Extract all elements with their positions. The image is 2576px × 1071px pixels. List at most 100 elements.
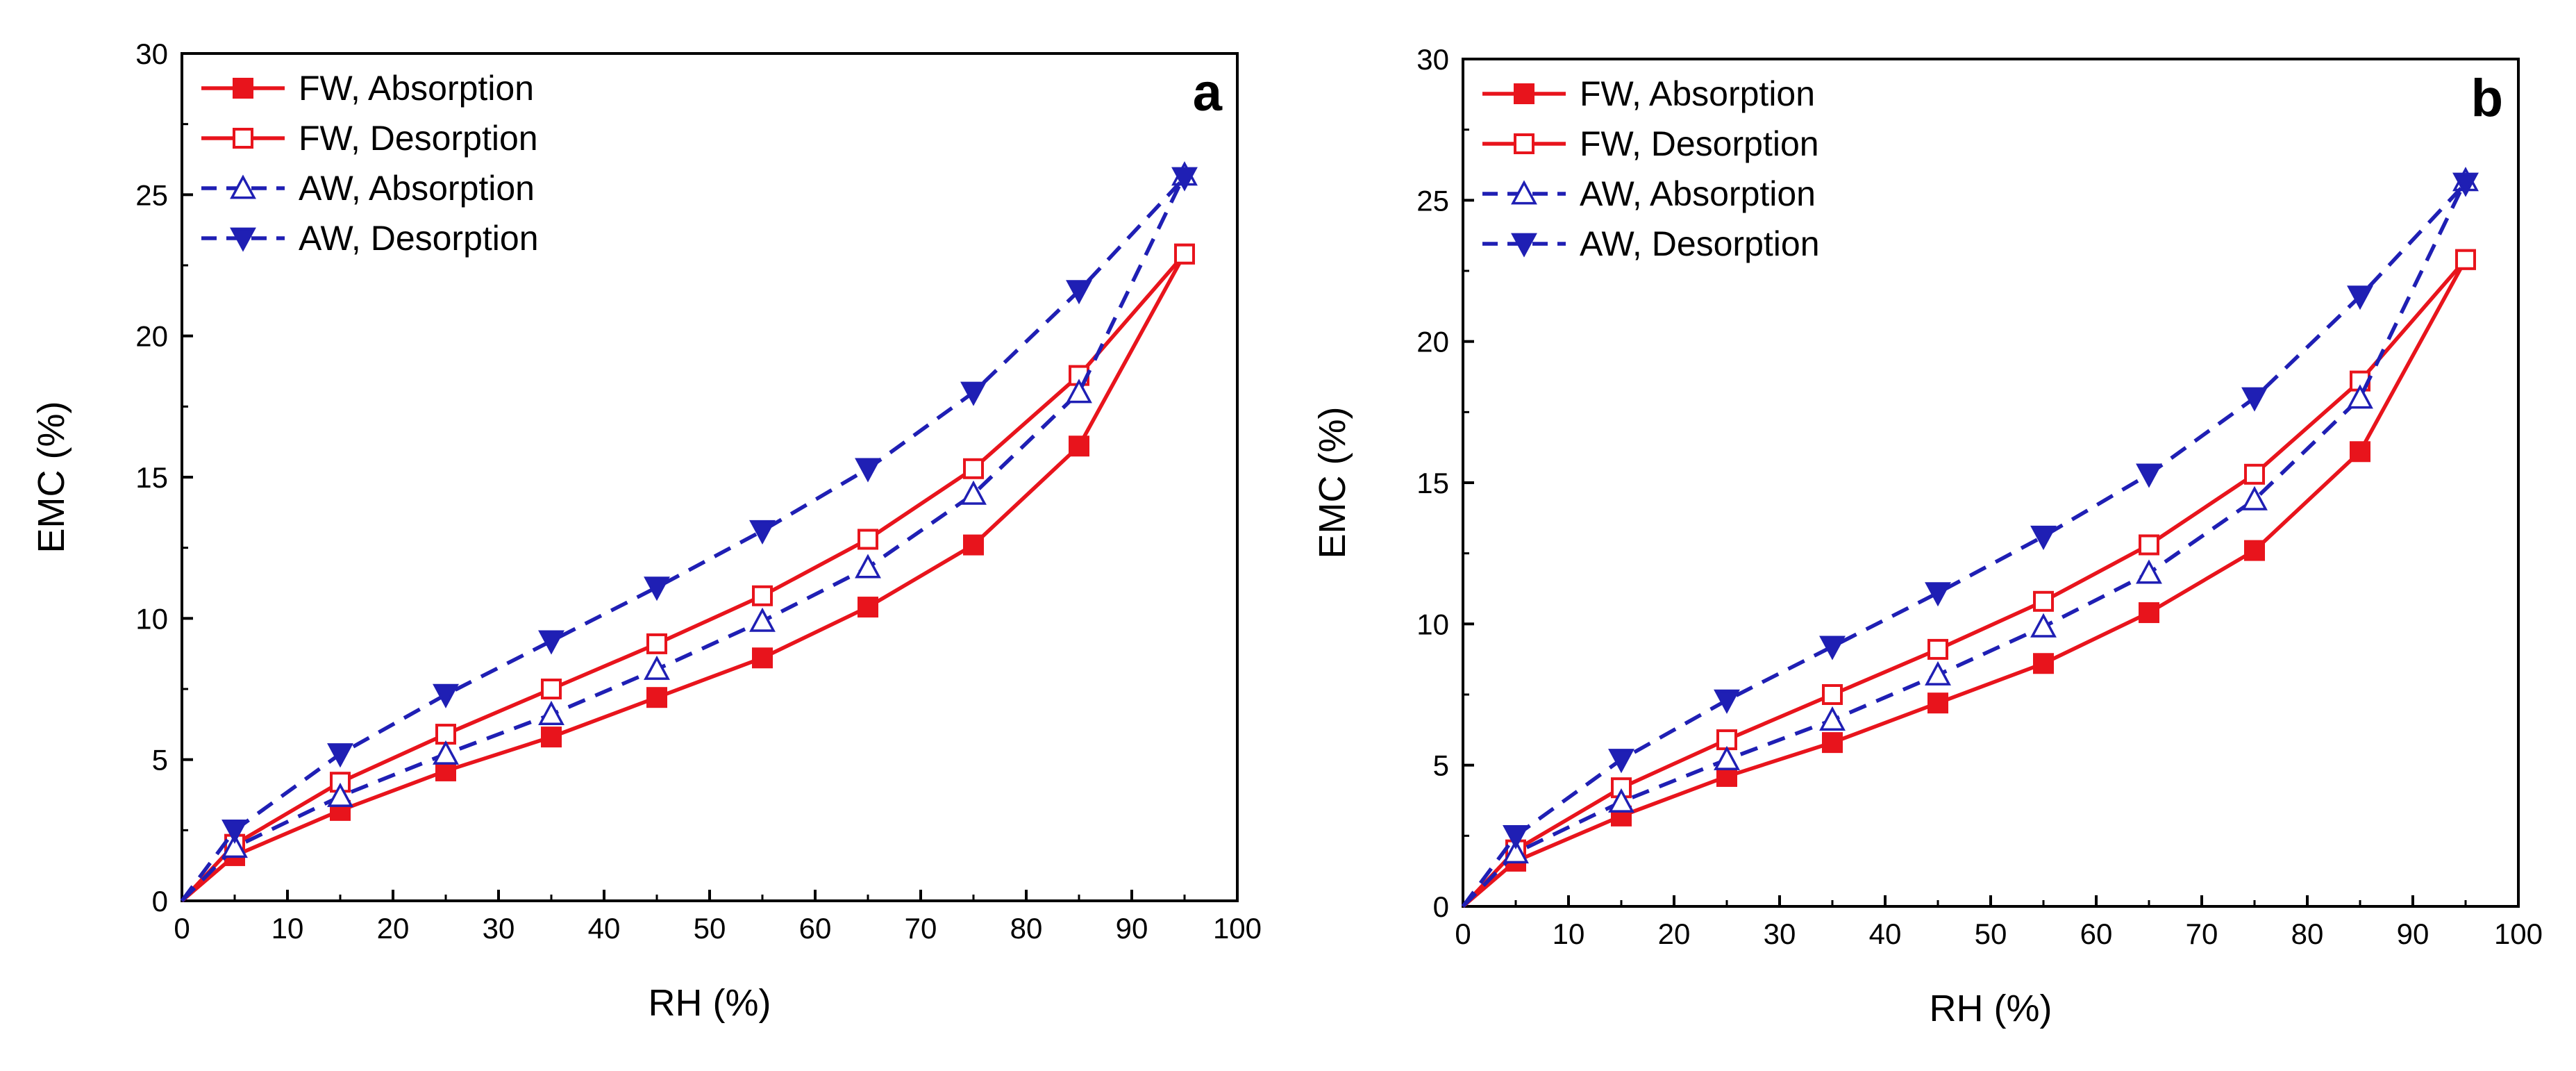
data-point [538,700,564,725]
data-point [327,782,353,807]
y-tick-label: 0 [1433,890,1449,923]
legend-label: AW, Absorption [299,169,535,208]
y-axis-title: EMC (%) [31,401,72,554]
data-point [435,760,456,781]
y-tick-label: 25 [135,178,168,211]
legend-label: AW, Desorption [299,219,539,258]
data-point [1927,692,1948,714]
y-tick-label: 10 [135,602,168,635]
legend-swatch-marker [233,78,253,99]
data-point [1819,706,1846,731]
data-point [646,687,667,708]
data-point [858,597,878,618]
data-point [433,683,459,708]
legend: FW, Absorption FW, Desorption AW, Absorpti… [201,69,539,258]
y-axis: 0 5 10 15 20 25 30 [135,38,193,918]
legend-item: AW, Desorption [201,219,539,258]
y-tick-label: 10 [1416,608,1449,640]
legend-swatch-marker [233,128,253,149]
data-point [1066,379,1092,404]
x-tick-label: 0 [174,912,190,945]
data-point [960,480,987,505]
series-line [180,176,1187,902]
x-tick-label: 40 [1869,918,1902,950]
x-tick-label: 60 [799,912,832,945]
y-tick-label: 5 [152,744,168,777]
legend-item: FW, Desorption [201,119,538,158]
data-point [2139,534,2159,556]
data-point [1819,636,1846,661]
chart-panel-b: 0 10 20 30 40 50 60 70 80 90 100 0 5 10 15 20 25 30 RH (%)… [1312,43,2543,1029]
data-point [2033,590,2054,612]
series-4 [180,167,1198,902]
x-axis: 0 10 20 30 40 50 60 70 80 90 100 [174,890,1262,945]
y-tick-label: 0 [152,885,168,918]
data-point [855,554,881,579]
x-tick-label: 10 [271,912,304,945]
y-tick-label: 20 [135,320,168,353]
data-point [2241,387,2268,412]
data-point [1925,582,1951,607]
y-tick-label: 20 [1416,326,1449,358]
data-point [538,630,564,655]
legend-swatch-marker [1511,233,1537,258]
y-tick-label: 30 [135,38,168,70]
x-tick-label: 90 [2397,918,2429,950]
data-point [963,534,984,556]
data-point [2033,653,2054,674]
data-point [2139,602,2159,624]
legend-item: AW, Desorption [1482,224,1820,263]
data-point [858,529,878,550]
data-point [221,833,248,858]
data-point [752,647,773,669]
data-point [1822,684,1843,705]
x-axis-title: RH (%) [649,982,771,1024]
legend-label: AW, Desorption [1580,224,1820,263]
legend-swatch-marker [230,174,256,199]
data-point [1608,749,1634,774]
data-point [2347,285,2373,310]
data-point [1714,745,1740,770]
x-tick-label: 30 [483,912,515,945]
x-tick-label: 100 [1213,912,1262,945]
data-point [2455,249,2476,270]
legend-item: FW, Absorption [1482,74,1815,113]
x-tick-label: 70 [2186,918,2218,950]
data-point [1927,638,1948,660]
y-tick-label: 15 [135,461,168,494]
legend-item: AW, Absorption [1482,174,1816,213]
x-tick-label: 0 [1455,918,1471,950]
data-point [221,819,248,845]
x-tick-label: 60 [2080,918,2113,950]
legend-label: FW, Absorption [299,69,534,108]
x-tick-label: 50 [1975,918,2007,950]
data-point [1822,732,1843,754]
data-point [1714,689,1740,714]
legend-item: FW, Absorption [201,69,534,108]
data-point [2136,559,2162,584]
data-point [1503,839,1529,864]
x-tick-label: 80 [1010,912,1043,945]
data-point [644,576,670,601]
data-point [2244,540,2265,561]
data-point [2244,463,2265,485]
series-3 [1462,167,2479,908]
x-tick-label: 20 [1658,918,1691,950]
y-tick-label: 25 [1416,184,1449,217]
x-tick-label: 30 [1764,918,1796,950]
series-4 [1461,172,2479,908]
series-line [1461,182,2468,908]
legend-label: FW, Desorption [1580,124,1819,163]
y-tick-label: 5 [1433,749,1449,782]
y-tick-label: 30 [1416,43,1449,76]
x-tick-label: 90 [1116,912,1148,945]
y-axis: 0 5 10 15 20 25 30 [1416,43,1474,923]
x-tick-label: 50 [694,912,726,945]
legend-swatch-marker [230,227,256,252]
data-point [2452,172,2479,197]
data-point [749,520,776,545]
data-point [1925,661,1951,686]
legend-label: FW, Desorption [299,119,538,158]
y-tick-label: 15 [1416,467,1449,499]
